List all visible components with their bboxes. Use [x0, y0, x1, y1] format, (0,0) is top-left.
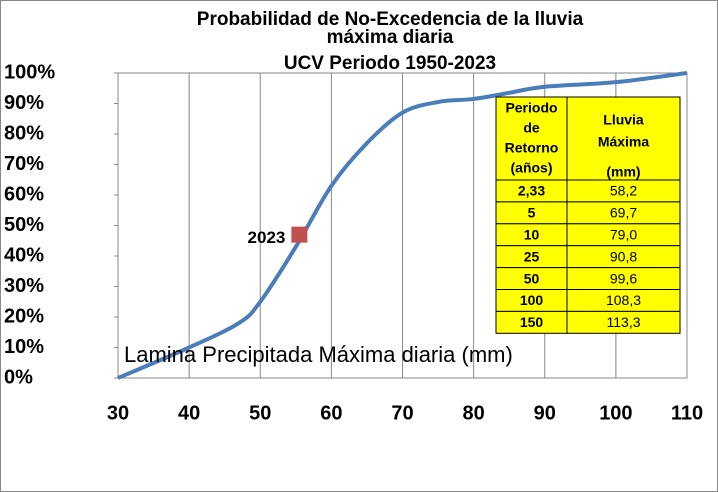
x-tick-label: 90: [534, 402, 556, 424]
table-header-text: (años): [511, 160, 553, 176]
table-cell-text: 25: [524, 248, 540, 264]
y-tick-label: 80%: [4, 122, 44, 144]
table-cell-text: 58,2: [610, 183, 637, 199]
y-tick-label: 60%: [4, 183, 44, 205]
table-cell-text: 10: [524, 226, 540, 242]
table-header-text: Máxima: [598, 134, 650, 150]
y-tick-label: 90%: [4, 92, 44, 114]
x-tick-label: 40: [178, 402, 200, 424]
table-header-text: (mm): [606, 164, 640, 180]
line: [117, 71, 688, 380]
table-header-text: Lluvia: [603, 112, 644, 128]
y-tick-label: 0%: [4, 366, 33, 388]
plot-border: [117, 72, 688, 379]
table-cell-text: 79,0: [610, 226, 637, 242]
y-tick-label: 50%: [4, 214, 44, 236]
table-cell-text: 150: [520, 314, 544, 330]
table-header-text: de: [523, 120, 540, 136]
table-header-text: Periodo: [505, 100, 557, 116]
table-cell-text: 90,8: [610, 248, 637, 264]
point-label: 2023: [248, 228, 286, 247]
table-cell: [566, 310, 681, 334]
table-cell-text: 2,33: [518, 183, 545, 199]
table-cell-text: 113,3: [607, 314, 641, 330]
x-tick-label: 80: [463, 402, 485, 424]
table-header-text: Retorno: [505, 140, 559, 156]
x-tick-label: 110: [671, 402, 703, 424]
table-cell-text: 100: [520, 292, 544, 308]
y-tick-label: 70%: [4, 153, 44, 175]
table-cell-text: 50: [524, 270, 540, 286]
y-tick-label: 30%: [4, 275, 44, 297]
table-header-cell: [566, 96, 681, 181]
x-axis-label: Lamina Precipitada Máxima diaria (mm): [124, 342, 513, 367]
y-tick-label: 100%: [4, 61, 55, 83]
chart-subtitle: UCV Periodo 1950-2023: [284, 53, 496, 74]
table-cell-text: 69,7: [610, 205, 637, 221]
x-tick-label: 100: [599, 402, 632, 424]
table-cell-text: 5: [528, 205, 536, 221]
x-tick-label: 50: [249, 402, 271, 424]
chart-title: Probabilidad de No-Excedencia de la lluv…: [197, 9, 584, 48]
point: [291, 226, 308, 243]
x-tick-label: 30: [107, 402, 129, 424]
y-tick-label: 20%: [4, 305, 44, 327]
x-tick-label: 70: [391, 402, 413, 424]
y-tick-label: 10%: [4, 336, 44, 358]
table-cell-text: 99,6: [610, 270, 637, 286]
y-tick-label: 40%: [4, 244, 44, 266]
table-cell-text: 108,3: [606, 292, 641, 308]
x-tick-label: 60: [320, 402, 342, 424]
